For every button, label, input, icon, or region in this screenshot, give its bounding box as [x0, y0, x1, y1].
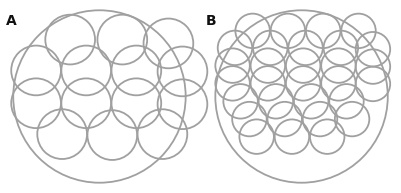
Text: B: B	[205, 14, 216, 28]
Text: A: A	[6, 14, 17, 28]
